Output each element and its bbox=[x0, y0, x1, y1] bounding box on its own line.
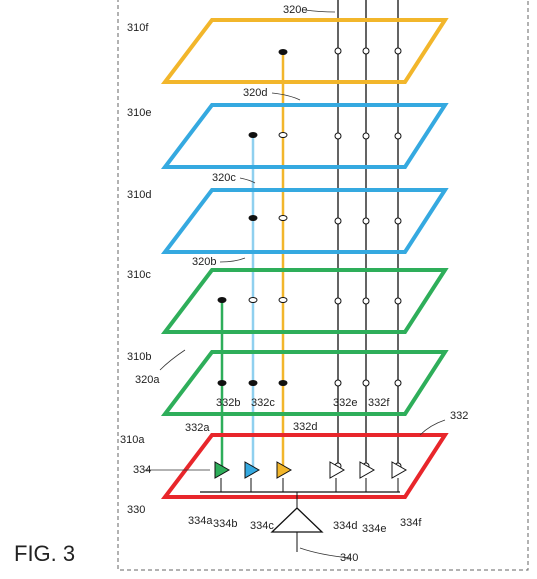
amplifier-label: 334f bbox=[400, 517, 422, 529]
amplifier-label: 334a bbox=[188, 515, 213, 527]
bus-label: 330 bbox=[127, 504, 145, 516]
amplifier-label: 334d bbox=[333, 520, 357, 532]
plane-label: 310c bbox=[127, 269, 151, 281]
figure-label: FIG. 3 bbox=[14, 541, 75, 566]
plane-label: 310f bbox=[127, 22, 149, 34]
figure: FIG. 3 310f 310e 310d 310c 310b 310a 320… bbox=[0, 0, 537, 579]
contact bbox=[279, 216, 287, 221]
via bbox=[363, 218, 369, 224]
plane-label: 310d bbox=[127, 189, 151, 201]
amplifier-label: 334b bbox=[213, 518, 237, 530]
via bbox=[395, 48, 401, 54]
via bbox=[363, 48, 369, 54]
via bbox=[395, 133, 401, 139]
line-label: 320a bbox=[135, 374, 160, 386]
line-label: 320c bbox=[212, 172, 236, 184]
connector-label: 332b bbox=[216, 397, 240, 409]
contact bbox=[218, 381, 226, 386]
via bbox=[363, 133, 369, 139]
contact bbox=[249, 216, 257, 221]
line-label: 320e bbox=[283, 4, 307, 16]
via bbox=[395, 218, 401, 224]
plane-label: 310a bbox=[120, 434, 145, 446]
via bbox=[395, 298, 401, 304]
connector-label: 332f bbox=[368, 397, 390, 409]
via bbox=[335, 48, 341, 54]
contact bbox=[279, 381, 287, 386]
connector-label: 332c bbox=[251, 397, 275, 409]
via bbox=[363, 380, 369, 386]
plane-label: 310b bbox=[127, 351, 151, 363]
via bbox=[335, 298, 341, 304]
via bbox=[395, 380, 401, 386]
connector-label: 332e bbox=[333, 397, 357, 409]
line-label: 320d bbox=[243, 87, 267, 99]
via bbox=[363, 298, 369, 304]
contact bbox=[249, 133, 257, 138]
contact bbox=[279, 298, 287, 303]
amplifier-label: 334 bbox=[133, 464, 151, 476]
contact bbox=[218, 298, 226, 303]
via bbox=[335, 133, 341, 139]
contact bbox=[279, 50, 287, 55]
contact bbox=[249, 298, 257, 303]
plane-label: 310e bbox=[127, 107, 151, 119]
contact bbox=[279, 133, 287, 138]
output-label: 340 bbox=[340, 552, 358, 564]
connector-label: 332 bbox=[450, 410, 468, 422]
amplifier-label: 334e bbox=[362, 523, 386, 535]
contact bbox=[249, 381, 257, 386]
via bbox=[335, 218, 341, 224]
via bbox=[335, 380, 341, 386]
connector-label: 332a bbox=[185, 422, 210, 434]
connector-label: 332d bbox=[293, 421, 317, 433]
line-label: 320b bbox=[192, 256, 216, 268]
amplifier-label: 334c bbox=[250, 520, 274, 532]
